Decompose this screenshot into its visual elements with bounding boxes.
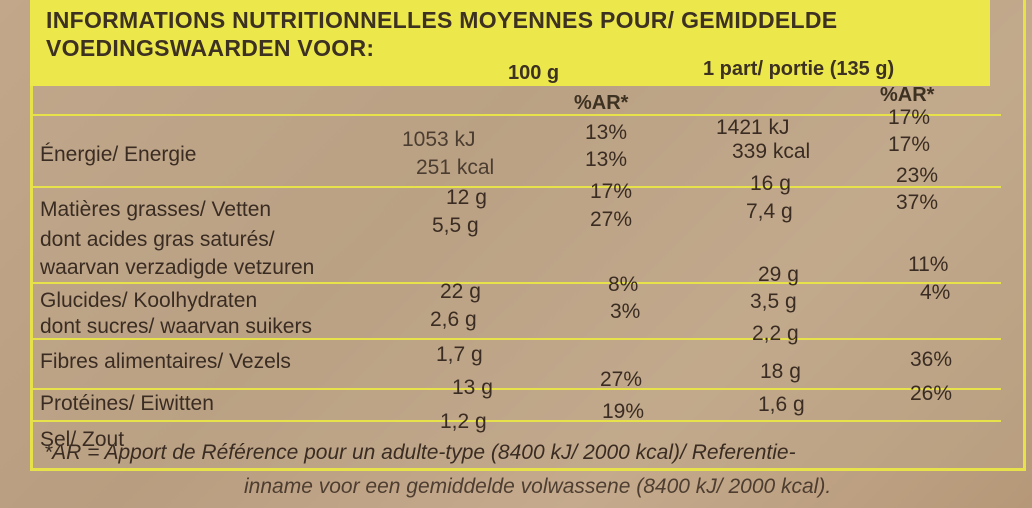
fat-ar-100g: 17% xyxy=(590,180,633,203)
carb-ar-portion: 11% xyxy=(908,253,949,276)
satfat-ar-portion: 37% xyxy=(896,191,939,214)
energy-kcal-ar-portion: 17% xyxy=(888,133,931,156)
column-header-portion: 1 part/ portie (135 g) xyxy=(703,58,895,80)
satfat-portion: 7,4 g xyxy=(746,200,793,223)
energy-kj-portion: 1421 kJ xyxy=(716,116,790,139)
salt-100g: 1,2 g xyxy=(440,410,487,433)
row-divider xyxy=(33,282,1001,284)
footnote-line-2: inname voor een gemiddelde volwassene (8… xyxy=(244,475,832,498)
carb-portion: 29 g xyxy=(758,263,799,286)
fat-ar-portion: 23% xyxy=(896,164,939,187)
protein-100g: 13 g xyxy=(452,376,493,399)
satfat-ar-100g: 27% xyxy=(590,208,633,231)
energy-kcal-ar-100g: 13% xyxy=(585,148,628,171)
energy-kj-ar-portion: 17% xyxy=(888,106,931,129)
protein-ar-100g: 27% xyxy=(600,368,643,391)
fat-portion: 16 g xyxy=(750,172,791,195)
protein-label: Protéines/ Eiwitten xyxy=(40,392,214,415)
header-line-2: VOEDINGSWAARDEN VOOR: xyxy=(46,35,375,61)
fibre-label: Fibres alimentaires/ Vezels xyxy=(40,350,291,373)
nutrition-header: INFORMATIONS NUTRITIONNELLES MOYENNES PO… xyxy=(30,0,990,86)
sugar-100g: 2,6 g xyxy=(430,308,477,331)
carb-ar-100g: 8% xyxy=(608,273,639,296)
protein-ar-portion: 36% xyxy=(910,348,953,371)
column-header-100g: 100 g xyxy=(508,62,560,84)
footnote-line-1: *AR = Apport de Référence pour un adulte… xyxy=(44,441,796,464)
sugar-ar-100g: 3% xyxy=(610,300,641,323)
satfat-label-line-2: waarvan verzadigde vetzuren xyxy=(40,256,315,279)
carb-100g: 22 g xyxy=(440,280,481,303)
row-divider xyxy=(33,388,1001,390)
row-divider xyxy=(33,338,1001,340)
energy-kj-ar-100g: 13% xyxy=(585,121,628,144)
sugar-portion: 3,5 g xyxy=(750,290,797,313)
column-header-ar-100g: %AR* xyxy=(574,92,629,114)
salt-label: Sel/ Zout xyxy=(40,428,125,451)
energy-kcal-100g: 251 kcal xyxy=(416,156,495,179)
row-divider xyxy=(33,186,1001,188)
satfat-100g: 5,5 g xyxy=(432,214,479,237)
row-divider xyxy=(33,420,1001,422)
header-line-1: INFORMATIONS NUTRITIONNELLES MOYENNES PO… xyxy=(46,7,838,33)
carb-label: Glucides/ Koolhydraten xyxy=(40,289,258,312)
energy-kj-100g: 1053 kJ xyxy=(402,128,476,151)
reference-intake-footnote: *AR = Apport de Référence pour un adulte… xyxy=(44,436,831,504)
fibre-portion: 2,2 g xyxy=(752,322,799,345)
column-header-ar-portion: %AR* xyxy=(880,84,935,106)
satfat-label-line-1: dont acides gras saturés/ xyxy=(40,228,275,251)
salt-portion: 1,6 g xyxy=(758,393,805,416)
sugar-label: dont sucres/ waarvan suikers xyxy=(40,315,312,338)
sugar-ar-portion: 4% xyxy=(920,281,951,304)
energy-kcal-portion: 339 kcal xyxy=(732,140,811,163)
row-divider xyxy=(33,114,1001,116)
fat-100g: 12 g xyxy=(446,186,487,209)
salt-ar-100g: 19% xyxy=(602,400,645,423)
fibre-100g: 1,7 g xyxy=(436,343,483,366)
protein-portion: 18 g xyxy=(760,360,801,383)
fat-label: Matières grasses/ Vetten xyxy=(40,198,272,221)
salt-ar-portion: 26% xyxy=(910,382,953,405)
energy-label: Énergie/ Energie xyxy=(40,143,197,166)
